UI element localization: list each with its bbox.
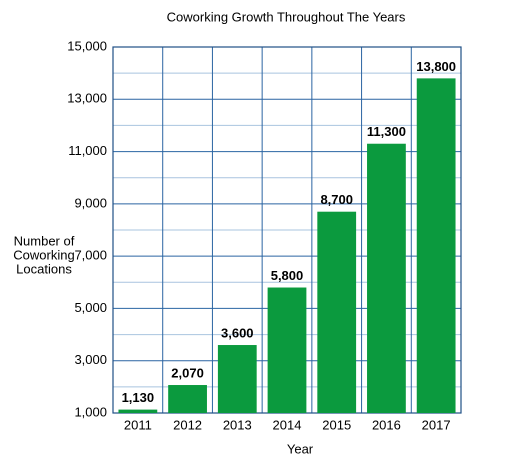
x-tick-label: 2017 <box>422 417 451 432</box>
x-tick-label: 2013 <box>223 417 252 432</box>
x-tick-label: 2012 <box>173 417 202 432</box>
data-label: 5,800 <box>271 268 304 283</box>
y-tick-label: 7,000 <box>74 248 107 263</box>
x-tick-label: 2014 <box>273 417 302 432</box>
x-tick-label: 2011 <box>124 417 152 432</box>
y-tick-label: 9,000 <box>74 195 107 210</box>
chart-title: Coworking Growth Throughout The Years <box>167 9 406 24</box>
data-label: 8,700 <box>320 192 353 207</box>
data-label: 13,800 <box>416 59 456 74</box>
bar <box>118 409 158 413</box>
y-tick-label: 13,000 <box>67 91 107 106</box>
x-axis-label: Year <box>287 441 314 456</box>
bar <box>416 78 456 413</box>
y-tick-label: 11,000 <box>68 143 107 158</box>
bar <box>267 287 307 413</box>
data-label: 3,600 <box>221 325 254 340</box>
data-label: 11,300 <box>367 124 406 139</box>
y-tick-label: 15,000 <box>67 38 107 53</box>
bar <box>367 143 406 413</box>
bar <box>217 345 257 413</box>
x-tick-label: 2016 <box>372 417 401 432</box>
bar <box>317 211 357 413</box>
data-label: 2,070 <box>171 365 204 380</box>
y-axis-label-line: Coworking <box>13 247 74 262</box>
y-axis-label-line: Locations <box>16 261 72 276</box>
y-tick-label: 5,000 <box>74 300 107 315</box>
x-tick-label: 2015 <box>322 417 351 432</box>
y-tick-label: 1,000 <box>74 404 107 419</box>
y-axis-label-line: Number of <box>14 233 75 248</box>
data-label: 1,130 <box>122 390 155 405</box>
y-tick-label: 3,000 <box>74 352 107 367</box>
bar <box>168 385 207 413</box>
y-axis-label: Number of Coworking Locations <box>13 233 74 276</box>
